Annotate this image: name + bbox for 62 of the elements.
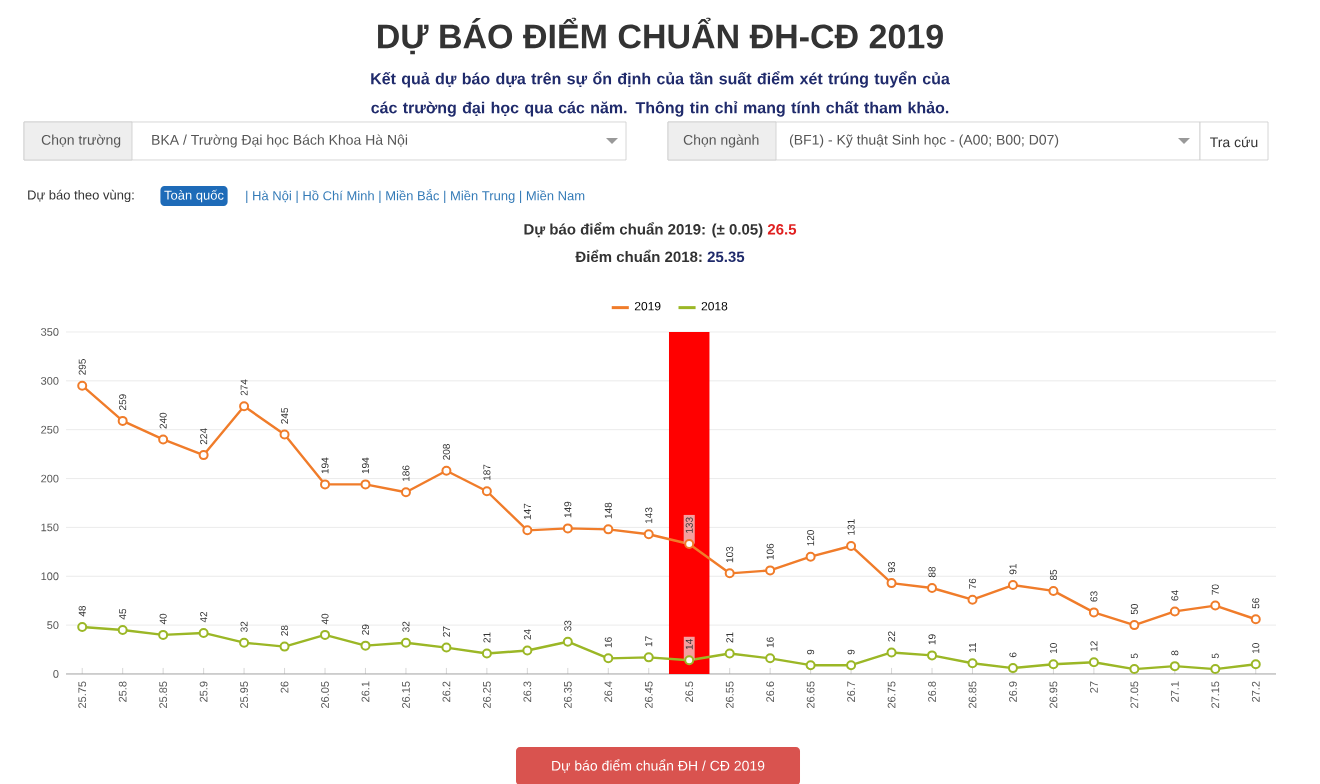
point	[927, 582, 938, 593]
point	[522, 645, 533, 656]
point	[724, 567, 735, 578]
point	[77, 621, 88, 632]
point	[239, 400, 250, 411]
point	[360, 640, 371, 651]
point	[1088, 606, 1099, 617]
point	[1007, 579, 1018, 590]
point	[239, 637, 250, 648]
point	[1250, 658, 1261, 669]
point	[441, 642, 452, 653]
point	[1088, 656, 1099, 667]
point	[846, 659, 857, 670]
point	[886, 647, 897, 657]
point	[805, 659, 816, 670]
point	[400, 637, 411, 648]
point	[927, 649, 938, 660]
point	[967, 594, 978, 605]
point	[886, 577, 897, 588]
point	[603, 523, 614, 534]
point	[1210, 600, 1221, 611]
point	[117, 624, 128, 635]
point	[279, 429, 290, 440]
point	[481, 485, 492, 496]
point	[481, 647, 492, 658]
point	[198, 449, 209, 460]
point	[805, 551, 816, 562]
point	[77, 380, 88, 391]
point	[562, 636, 573, 647]
point	[441, 465, 452, 476]
point	[1129, 663, 1140, 674]
point	[1007, 662, 1018, 673]
point	[117, 415, 128, 426]
point	[603, 652, 614, 663]
point	[1169, 660, 1180, 671]
point	[279, 641, 290, 652]
point	[198, 627, 209, 638]
point	[360, 478, 371, 489]
point	[562, 522, 573, 533]
point	[320, 478, 331, 489]
point	[1048, 585, 1059, 596]
point	[1210, 663, 1221, 674]
point	[1048, 658, 1059, 669]
point	[320, 629, 331, 640]
point	[158, 433, 169, 444]
point	[400, 486, 411, 497]
point	[643, 528, 654, 539]
chart-title: DỰ BÁO ĐIỂM CHUẨN ĐH-CĐ 2019	[378, 17, 943, 54]
point	[765, 564, 776, 575]
point	[684, 654, 695, 665]
point	[158, 629, 169, 640]
point	[724, 647, 735, 658]
point	[1129, 619, 1140, 630]
point	[846, 540, 857, 551]
point	[1169, 605, 1180, 616]
chart-subtitle: Kết quả dự báo dựa trên sự ổn định của tần suất điểm xét trúng tuyển của các trường đại học qua các năm. Thông tin chỉ mang tính chất tham khảo.	[371, 70, 950, 117]
point	[1250, 613, 1261, 624]
point	[765, 652, 776, 663]
point	[684, 538, 695, 549]
point	[643, 651, 654, 662]
point	[967, 657, 978, 668]
point	[522, 524, 533, 535]
